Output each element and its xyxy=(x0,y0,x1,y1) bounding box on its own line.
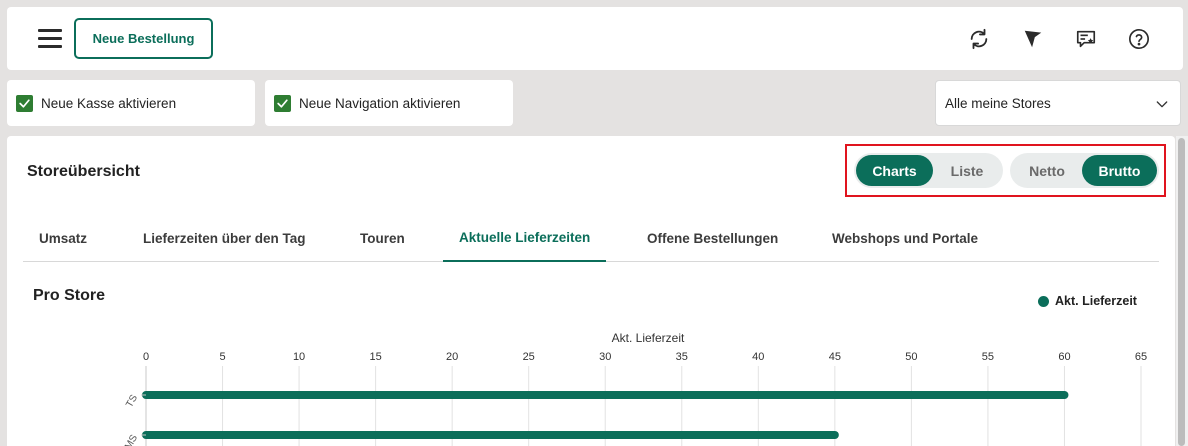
new-register-checkbox[interactable]: Neue Kasse aktivieren xyxy=(7,80,255,126)
x-tick-label: 15 xyxy=(369,351,381,363)
tab-bar: Umsatz Lieferzeiten über den Tag Touren … xyxy=(23,214,1159,262)
store-name: Pro Store xyxy=(33,287,106,304)
gross-toggle[interactable]: Brutto xyxy=(1082,155,1157,186)
store-select[interactable]: Alle meine Stores xyxy=(935,80,1181,126)
x-tick-label: 30 xyxy=(599,351,611,363)
chevron-down-icon xyxy=(1154,96,1170,117)
legend-dot xyxy=(1038,295,1049,307)
x-tick-label: 55 xyxy=(982,351,994,363)
tab-webshops-portals[interactable]: Webshops und Portale xyxy=(832,230,979,246)
help-icon[interactable] xyxy=(1127,27,1151,51)
new-navigation-checkbox[interactable]: Neue Navigation aktivieren xyxy=(265,80,513,126)
net-toggle[interactable]: Netto xyxy=(1012,155,1082,186)
delivery-time-chart: Akt. Lieferzeit 0 5 10 15 20 25 30 35 40 45 50 55 60 6… xyxy=(120,331,1147,446)
x-tick-label: 35 xyxy=(676,351,688,363)
tab-revenue[interactable]: Umsatz xyxy=(39,230,88,246)
feedback-icon[interactable] xyxy=(1074,27,1098,51)
x-tick-label: 50 xyxy=(905,351,917,363)
x-tick-label: 0 xyxy=(143,351,149,363)
tab-current-delivery-times[interactable]: Aktuelle Lieferzeiten xyxy=(443,214,607,262)
store-overview-card: Storeübersicht Charts Liste Netto Brutto… xyxy=(7,136,1175,446)
top-bar: Neue Bestellung xyxy=(7,7,1183,70)
checkbox-checked-icon xyxy=(274,94,291,112)
scrollbar[interactable] xyxy=(1176,136,1188,446)
price-toggle: Netto Brutto xyxy=(1010,153,1159,188)
store-select-value: Alle meine Stores xyxy=(945,95,1051,111)
y-tick-label: SMS xyxy=(120,433,141,446)
tab-tours[interactable]: Touren xyxy=(360,230,405,246)
flag-icon[interactable] xyxy=(1021,27,1045,51)
x-tick-label: 60 xyxy=(1058,351,1070,363)
page-title: Storeübersicht xyxy=(27,163,140,180)
x-axis-title: Akt. Lieferzeit xyxy=(612,331,685,345)
new-register-label: Neue Kasse aktivieren xyxy=(41,95,177,111)
tab-delivery-times-day[interactable]: Lieferzeiten über den Tag xyxy=(143,230,306,246)
refresh-icon[interactable] xyxy=(967,27,991,51)
view-toggle-group: Charts Liste Netto Brutto xyxy=(845,144,1166,197)
checkbox-checked-icon xyxy=(16,94,33,112)
chart-legend: Akt. Lieferzeit xyxy=(1038,294,1137,308)
x-tick-label: 25 xyxy=(523,351,535,363)
legend-label: Akt. Lieferzeit xyxy=(1055,294,1137,308)
x-tick-label: 65 xyxy=(1135,351,1147,363)
view-toggle: Charts Liste xyxy=(854,153,1003,188)
new-navigation-label: Neue Navigation aktivieren xyxy=(299,95,461,111)
x-tick-label: 5 xyxy=(219,351,225,363)
x-tick-label: 40 xyxy=(752,351,764,363)
new-order-button[interactable]: Neue Bestellung xyxy=(74,18,213,59)
x-tick-label: 45 xyxy=(829,351,841,363)
tab-open-orders[interactable]: Offene Bestellungen xyxy=(647,230,779,246)
charts-toggle[interactable]: Charts xyxy=(856,155,933,186)
scrollbar-thumb[interactable] xyxy=(1178,138,1185,446)
hamburger-icon[interactable] xyxy=(38,29,62,49)
x-tick-label: 10 xyxy=(293,351,305,363)
list-toggle[interactable]: Liste xyxy=(933,155,1001,186)
x-tick-label: 20 xyxy=(446,351,458,363)
y-tick-label: TS xyxy=(124,393,140,410)
